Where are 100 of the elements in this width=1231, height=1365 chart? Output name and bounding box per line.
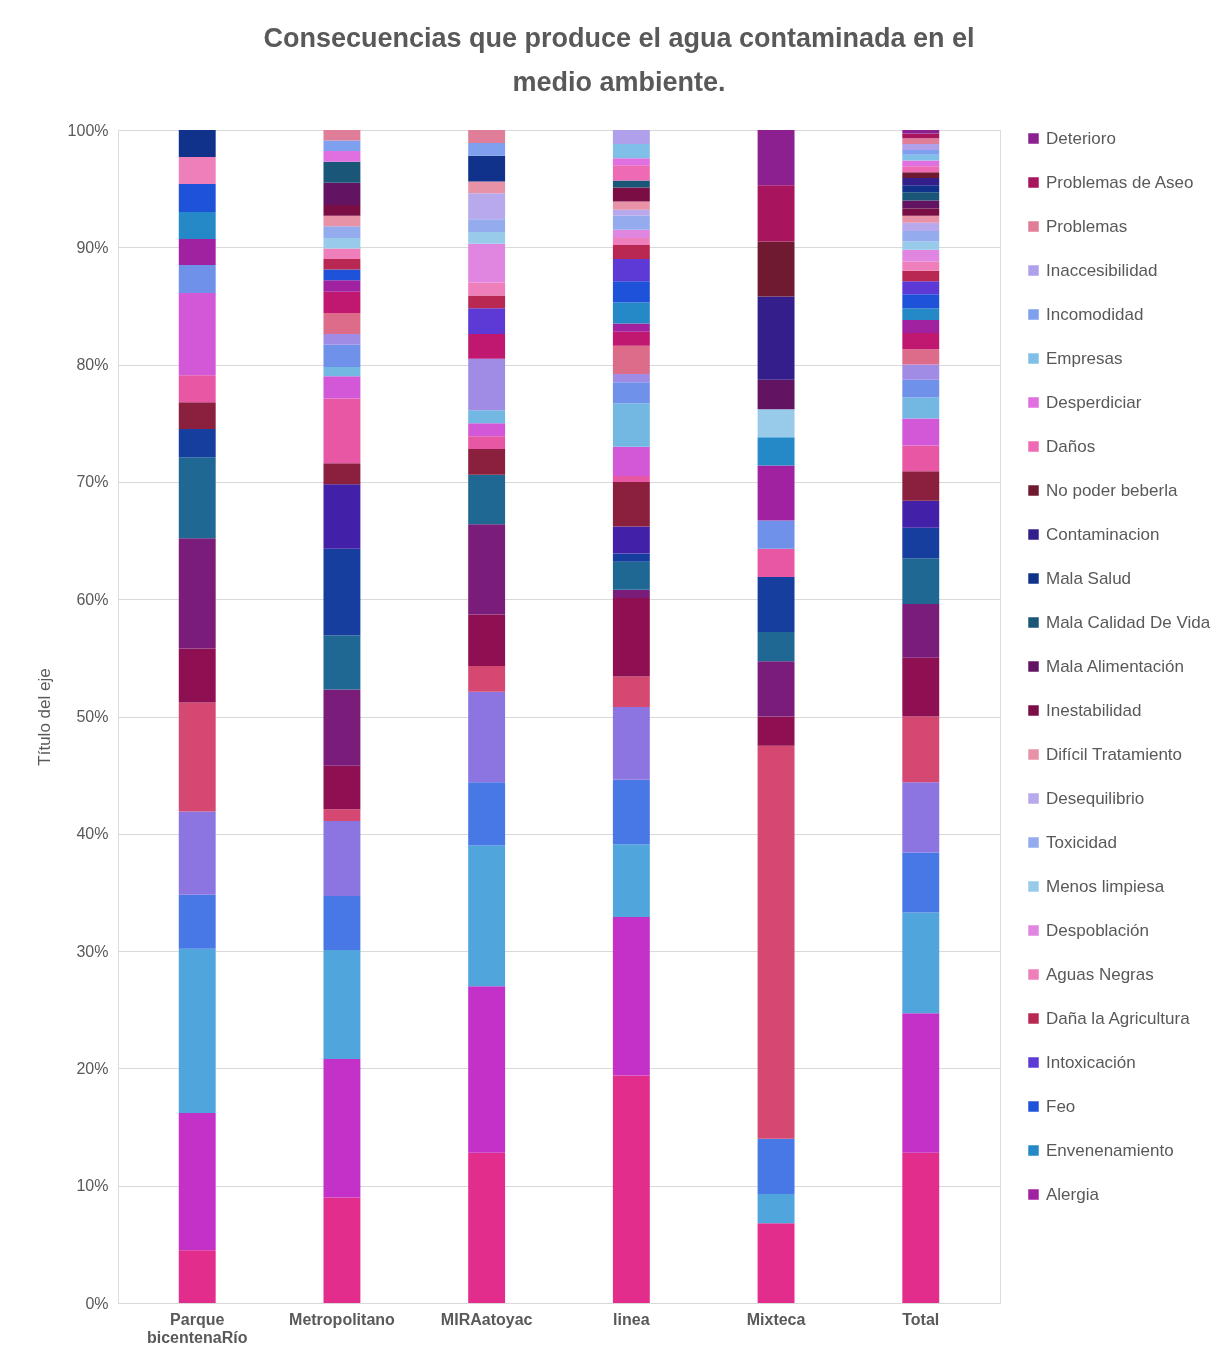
y-tick-label: 20% — [76, 1059, 109, 1077]
bar — [612, 707, 650, 780]
bar — [612, 144, 650, 159]
bar — [468, 410, 506, 424]
bar — [178, 402, 216, 430]
bar — [178, 648, 216, 703]
bar — [323, 398, 361, 464]
bar — [902, 364, 940, 380]
legend-label: Aguas Negras — [1046, 964, 1154, 984]
bar — [612, 180, 650, 188]
bar — [902, 294, 940, 309]
bar — [757, 1193, 795, 1224]
bar — [468, 423, 506, 437]
bar — [902, 178, 940, 186]
legend-label: Alergia — [1046, 1184, 1100, 1204]
bar — [757, 379, 795, 410]
legend-label: Problemas de Aseo — [1046, 172, 1194, 192]
bar — [902, 332, 940, 350]
legend-label: Toxicidad — [1046, 832, 1117, 852]
bar — [902, 418, 940, 446]
y-tick-label: 0% — [85, 1294, 109, 1312]
bar — [178, 293, 216, 376]
bar — [902, 166, 940, 173]
bar — [323, 635, 361, 690]
legend-label: Difícil Tratamiento — [1046, 744, 1183, 764]
bar — [757, 576, 795, 633]
bar — [612, 187, 650, 202]
bar — [902, 138, 940, 145]
bar — [612, 244, 650, 260]
bar — [612, 446, 650, 477]
bar — [323, 312, 361, 335]
bar — [323, 463, 361, 485]
bar — [468, 1152, 506, 1303]
bar — [612, 1075, 650, 1303]
bar — [323, 366, 361, 377]
bar — [178, 457, 216, 539]
y-tick-label: 30% — [76, 942, 109, 960]
bar — [757, 632, 795, 662]
bar — [902, 200, 940, 209]
x-tick-label: Parque bicentenaRío — [146, 1310, 248, 1346]
bar — [757, 185, 795, 242]
bar — [323, 484, 361, 549]
bar — [612, 403, 650, 447]
bar — [757, 437, 795, 466]
bar — [902, 270, 940, 282]
bar — [323, 1197, 361, 1303]
legend-label: Desperdiciar — [1046, 392, 1142, 412]
bar — [757, 716, 795, 746]
x-tick-label: Total — [902, 1310, 940, 1328]
bar — [757, 130, 795, 186]
legend-label: Inaccesibilidad — [1046, 260, 1158, 280]
bar — [612, 130, 650, 145]
y-tick-label: 50% — [76, 708, 109, 725]
y-tick-label: 40% — [76, 825, 109, 843]
legend-label: Daños — [1046, 436, 1096, 456]
bar — [468, 181, 506, 194]
bar — [902, 471, 940, 501]
bar — [902, 185, 940, 193]
bar — [612, 331, 650, 346]
bar — [178, 130, 216, 157]
x-tick-label: Mixteca — [746, 1310, 806, 1328]
bar — [468, 449, 506, 475]
bar — [902, 603, 940, 658]
bar — [178, 702, 216, 812]
bar — [757, 465, 795, 521]
y-tick-label: 70% — [76, 473, 109, 491]
bar — [612, 481, 650, 527]
bar — [612, 476, 650, 482]
bar — [468, 845, 506, 987]
bar — [178, 429, 216, 458]
bar — [323, 237, 361, 249]
bar — [612, 215, 650, 230]
bar — [612, 676, 650, 708]
bar — [757, 296, 795, 380]
bar — [323, 130, 361, 141]
bar — [323, 269, 361, 281]
bar — [757, 1223, 795, 1303]
bar — [323, 215, 361, 227]
bar — [612, 158, 650, 166]
bar — [468, 243, 506, 283]
bar — [757, 1138, 795, 1194]
bar — [902, 149, 940, 155]
legend-label: Mala Salud — [1046, 568, 1132, 588]
legend-label: Envenenamiento — [1046, 1140, 1174, 1160]
bar — [323, 140, 361, 152]
bar — [468, 295, 506, 309]
bar — [902, 527, 940, 559]
legend-label: Empresas — [1046, 348, 1123, 368]
bar — [902, 1152, 940, 1303]
legend-label: No poder beberla — [1046, 480, 1178, 500]
bar — [323, 259, 361, 270]
bar — [323, 226, 361, 238]
bar — [612, 598, 650, 677]
bar — [178, 239, 216, 265]
bar — [612, 323, 650, 332]
bar — [902, 912, 940, 1014]
bar — [902, 782, 940, 853]
bar — [468, 474, 506, 525]
bar — [178, 1112, 216, 1251]
bar — [612, 302, 650, 324]
